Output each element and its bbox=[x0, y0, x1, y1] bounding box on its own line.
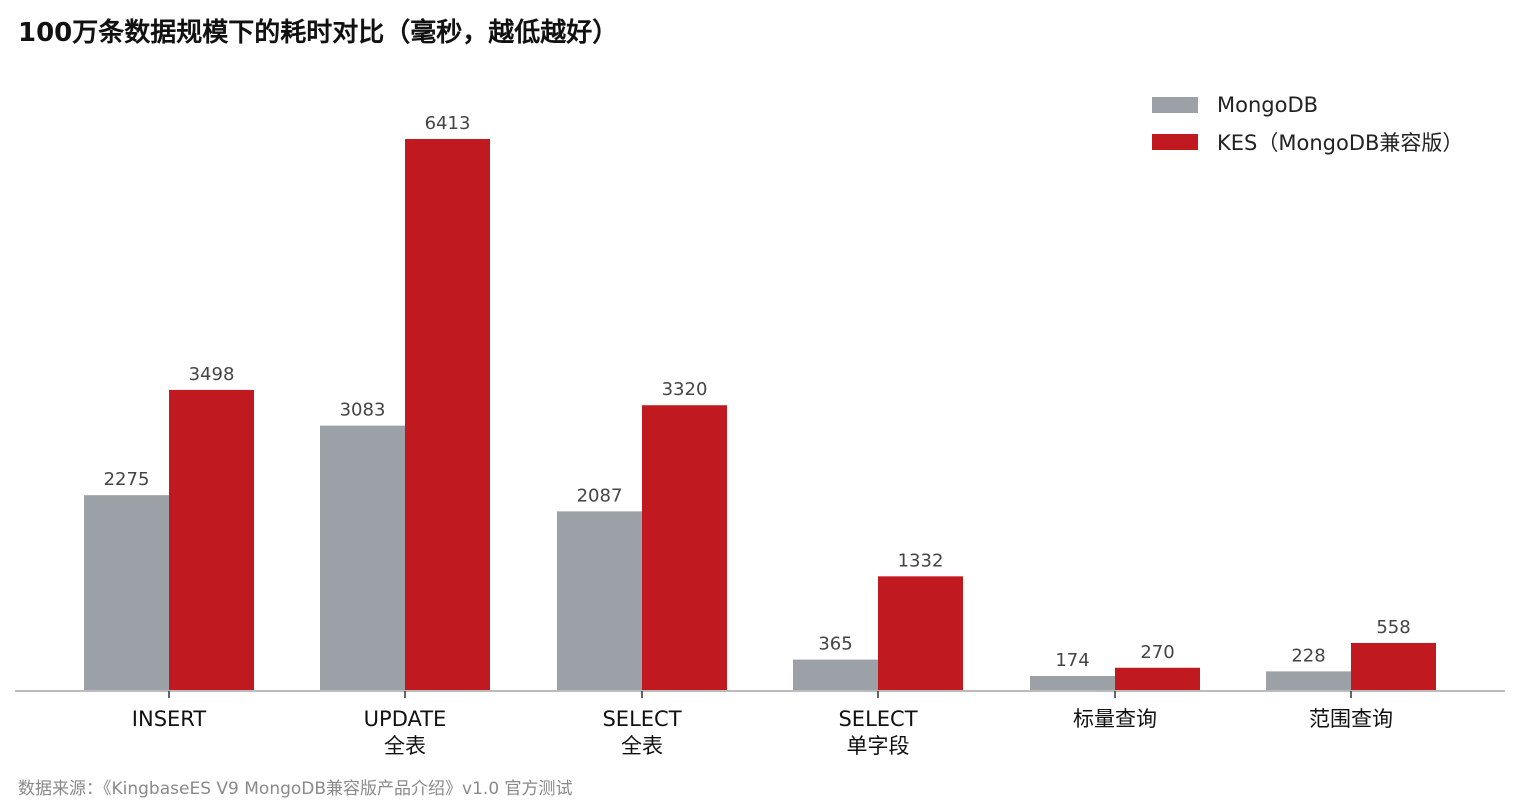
legend-label-kes: KES（MongoDB兼容版） bbox=[1217, 130, 1464, 155]
category-label-2-line-1: 全表 bbox=[621, 734, 663, 758]
value-label-mongodb-2: 2087 bbox=[577, 485, 623, 506]
value-label-kes-2: 3320 bbox=[662, 379, 708, 400]
category-label-1-line-0: UPDATE bbox=[364, 707, 447, 731]
bar-mongodb-1 bbox=[320, 425, 405, 691]
x-tick-marks bbox=[168, 691, 1352, 698]
value-label-kes-5: 558 bbox=[1376, 617, 1410, 638]
category-label-3-line-0: SELECT bbox=[838, 707, 917, 731]
value-labels-group: 2275 3498 3083 6413 2087 3320 365 1332 174 270 228… bbox=[104, 113, 1411, 671]
bar-kes-2 bbox=[642, 405, 727, 691]
value-label-mongodb-0: 2275 bbox=[104, 469, 150, 490]
bar-kes-3 bbox=[878, 576, 963, 691]
value-label-mongodb-1: 3083 bbox=[340, 400, 386, 421]
bar-mongodb-4 bbox=[1030, 676, 1115, 691]
bar-mongodb-3 bbox=[793, 659, 878, 691]
value-label-kes-4: 270 bbox=[1140, 642, 1174, 663]
legend-item-mongodb: MongoDB bbox=[1152, 86, 1463, 123]
source-note: 数据来源：《KingbaseES V9 MongoDB兼容版产品介绍》v1.0 … bbox=[18, 779, 573, 799]
value-label-mongodb-3: 365 bbox=[818, 634, 852, 655]
legend-label-mongodb: MongoDB bbox=[1217, 92, 1319, 117]
legend-swatch-mongodb bbox=[1152, 96, 1198, 113]
legend-item-kes: KES（MongoDB兼容版） bbox=[1152, 123, 1463, 160]
category-labels-group: INSERT UPDATE 全表 SELECT 全表 SELECT 单字段 标量查询 范围查询 bbox=[132, 707, 1393, 758]
value-label-mongodb-4: 174 bbox=[1055, 650, 1089, 671]
category-label-4-line-0: 标量查询 bbox=[1073, 707, 1157, 731]
category-label-1-line-1: 全表 bbox=[384, 734, 426, 758]
bar-mongodb-2 bbox=[557, 511, 642, 691]
legend-swatch-kes bbox=[1152, 133, 1198, 150]
legend: MongoDB KES（MongoDB兼容版） bbox=[1152, 86, 1463, 160]
value-label-kes-1: 6413 bbox=[425, 113, 471, 134]
bars-group bbox=[84, 139, 1436, 691]
bar-kes-5 bbox=[1351, 642, 1436, 691]
value-label-kes-0: 3498 bbox=[189, 364, 235, 385]
value-label-kes-3: 1332 bbox=[898, 550, 944, 571]
bar-kes-0 bbox=[169, 389, 254, 691]
bar-mongodb-0 bbox=[84, 495, 169, 691]
category-label-0-line-0: INSERT bbox=[132, 707, 207, 731]
category-label-3-line-1: 单字段 bbox=[847, 734, 910, 758]
value-label-mongodb-5: 228 bbox=[1291, 645, 1325, 666]
bar-mongodb-5 bbox=[1266, 671, 1351, 691]
chart-title: 100万条数据规模下的耗时对比（毫秒，越低越好） bbox=[18, 18, 619, 48]
bar-kes-1 bbox=[405, 139, 490, 691]
bar-kes-4 bbox=[1115, 667, 1200, 691]
category-label-2-line-0: SELECT bbox=[602, 707, 681, 731]
category-label-5-line-0: 范围查询 bbox=[1309, 707, 1393, 731]
